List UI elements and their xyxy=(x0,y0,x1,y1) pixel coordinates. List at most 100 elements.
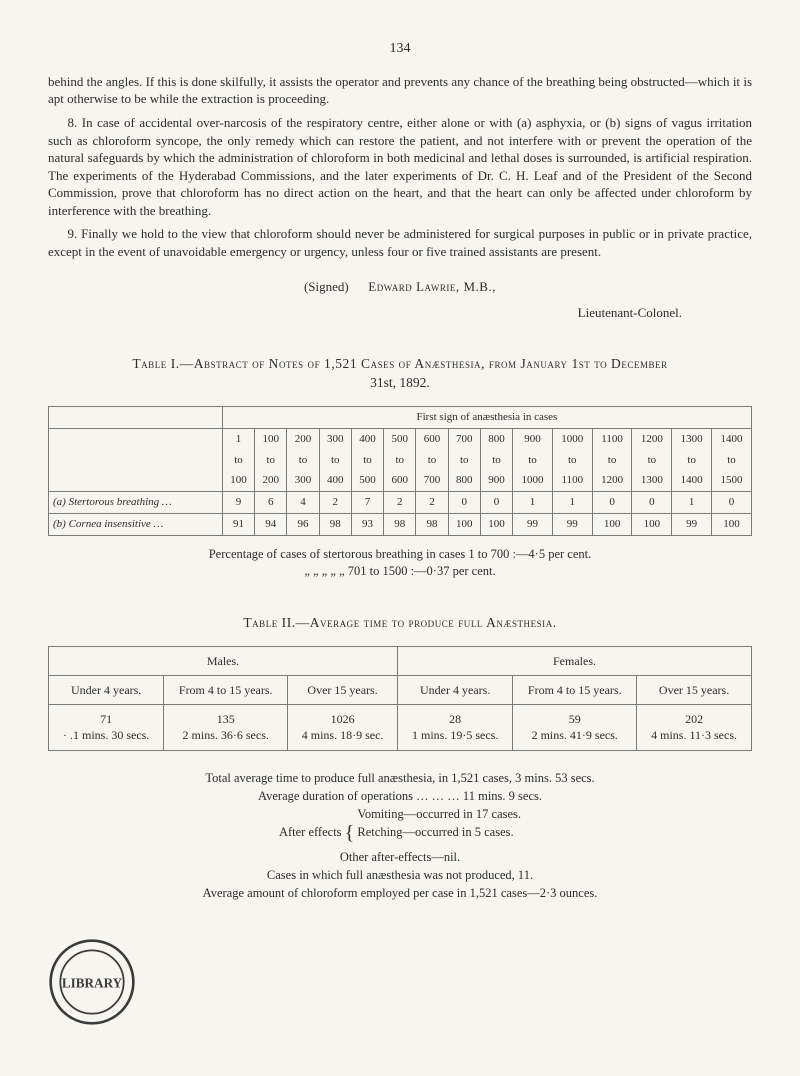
stamp-text: LIBRARY xyxy=(62,975,123,990)
footer-notes: Total average time to produce full anæst… xyxy=(48,769,752,902)
range-mid: to xyxy=(416,450,448,471)
range-mid: to xyxy=(222,450,254,471)
table2-cell: 28 1 mins. 19·5 secs. xyxy=(398,705,513,750)
table1-cell: 4 xyxy=(287,492,319,514)
range-mid: to xyxy=(480,450,512,471)
table2-cell: 202 4 mins. 11·3 secs. xyxy=(637,705,752,750)
table1-cell: 0 xyxy=(592,492,632,514)
footer-l3c: Retching—occurred in 5 cases. xyxy=(357,825,513,839)
cell-top: 1026 xyxy=(331,712,355,726)
cell-bot: 4 mins. 11·3 secs. xyxy=(651,728,737,742)
table1-cell: 0 xyxy=(448,492,480,514)
range-mid: to xyxy=(513,450,553,471)
signature-name: Edward Lawrie, M.B., xyxy=(368,279,496,294)
percent-line1: Percentage of cases of stertorous breath… xyxy=(48,546,752,563)
range-mid: to xyxy=(351,450,383,471)
table1-cell: 93 xyxy=(351,514,383,536)
table1-cell: 100 xyxy=(592,514,632,536)
range-bot: 1000 xyxy=(513,470,553,491)
range-top: 1300 xyxy=(672,428,712,449)
cell-bot: 1 mins. 19·5 secs. xyxy=(412,728,498,742)
table1-cell: 100 xyxy=(480,514,512,536)
table2-sub-m-o15: Over 15 years. xyxy=(288,676,398,705)
signed-label: (Signed) xyxy=(304,279,349,294)
table2-head-females: Females. xyxy=(398,646,752,675)
table1-cell: 99 xyxy=(552,514,592,536)
cell-top: 202 xyxy=(685,712,703,726)
percent-line2: „ „ „ „ „ 701 to 1500 :—0·37 per cent. xyxy=(48,563,752,580)
table1-cell: 2 xyxy=(416,492,448,514)
range-top: 1000 xyxy=(552,428,592,449)
cell-top: 135 xyxy=(217,712,235,726)
table2-sub-f-f4: From 4 to 15 years. xyxy=(513,676,637,705)
brace-icon: { xyxy=(345,822,355,844)
range-mid: to xyxy=(384,450,416,471)
range-top: 1 xyxy=(222,428,254,449)
table1-cell: 0 xyxy=(712,492,752,514)
table1-cell: 96 xyxy=(287,514,319,536)
footer-brace-content: Vomiting—occurred in 17 cases. Retching—… xyxy=(357,805,521,841)
library-stamp-icon: LIBRARY xyxy=(48,938,136,1026)
table1-title: Table I.—Abstract of Notes of 1,521 Case… xyxy=(48,355,752,391)
table2-cell: 1026 4 mins. 18·9 sec. xyxy=(288,705,398,750)
table2-sub-m-f4: From 4 to 15 years. xyxy=(164,676,288,705)
range-mid: to xyxy=(632,450,672,471)
table1-cell: 98 xyxy=(416,514,448,536)
range-mid: to xyxy=(448,450,480,471)
page-number: 134 xyxy=(48,40,752,59)
table2-cell: 71 · .1 mins. 30 secs. xyxy=(49,705,164,750)
table2-cell: 59 2 mins. 41·9 secs. xyxy=(513,705,637,750)
range-bot: 1300 xyxy=(632,470,672,491)
range-top: 400 xyxy=(351,428,383,449)
table1-cell: 1 xyxy=(513,492,553,514)
range-top: 800 xyxy=(480,428,512,449)
table1-cell: 9 xyxy=(222,492,254,514)
range-top: 100 xyxy=(255,428,287,449)
cell-top: 71 xyxy=(100,712,112,726)
footer-l3: After effects { Vomiting—occurred in 17 … xyxy=(48,805,752,848)
table1-cell: 0 xyxy=(480,492,512,514)
table1-cell: 98 xyxy=(384,514,416,536)
table1-title-line1: Table I.—Abstract of Notes of 1,521 Case… xyxy=(132,356,667,371)
cell-top: 59 xyxy=(569,712,581,726)
range-bot: 500 xyxy=(351,470,383,491)
range-bot: 600 xyxy=(384,470,416,491)
table1-spanner: First sign of anæsthesia in cases xyxy=(222,406,751,428)
signature-rank: Lieutenant-Colonel. xyxy=(48,304,682,322)
footer-l5: Cases in which full anæsthesia was not p… xyxy=(48,866,752,884)
cell-bot: 4 mins. 18·9 sec. xyxy=(302,728,384,742)
footer-after-effects-label: After effects xyxy=(279,825,342,839)
table1-cell: 100 xyxy=(632,514,672,536)
range-bot: 1200 xyxy=(592,470,632,491)
table2-sub-f-o15: Over 15 years. xyxy=(637,676,752,705)
range-bot: 900 xyxy=(480,470,512,491)
range-mid: to xyxy=(712,450,752,471)
table1-cell: 91 xyxy=(222,514,254,536)
table1-cell: 6 xyxy=(255,492,287,514)
table1-cell: 100 xyxy=(712,514,752,536)
range-top: 600 xyxy=(416,428,448,449)
range-mid: to xyxy=(287,450,319,471)
table2-sub-f-u4: Under 4 years. xyxy=(398,676,513,705)
range-bot: 1500 xyxy=(712,470,752,491)
table1-rowhead-blank xyxy=(49,428,223,492)
table1-cell: 2 xyxy=(384,492,416,514)
table2-sub-m-u4: Under 4 years. xyxy=(49,676,164,705)
range-top: 200 xyxy=(287,428,319,449)
table2-head-males: Males. xyxy=(49,646,398,675)
cell-bot: · .1 mins. 30 secs. xyxy=(63,728,149,742)
paragraph-2: 8. In case of accidental over-narcosis o… xyxy=(48,114,752,219)
cell-bot: 2 mins. 41·9 secs. xyxy=(532,728,618,742)
footer-l1: Total average time to produce full anæst… xyxy=(48,769,752,787)
range-top: 1400 xyxy=(712,428,752,449)
table1-cell: 99 xyxy=(513,514,553,536)
table1-cell: 99 xyxy=(672,514,712,536)
range-top: 500 xyxy=(384,428,416,449)
footer-l6: Average amount of chloroform employed pe… xyxy=(48,884,752,902)
paragraph-3: 9. Finally we hold to the view that chlo… xyxy=(48,225,752,260)
table1-row-label: (b) Cornea insensitive … xyxy=(49,514,223,536)
cell-top: 28 xyxy=(449,712,461,726)
range-mid: to xyxy=(255,450,287,471)
table2-title: Table II.—Average time to produce full A… xyxy=(48,614,752,632)
range-bot: 100 xyxy=(222,470,254,491)
